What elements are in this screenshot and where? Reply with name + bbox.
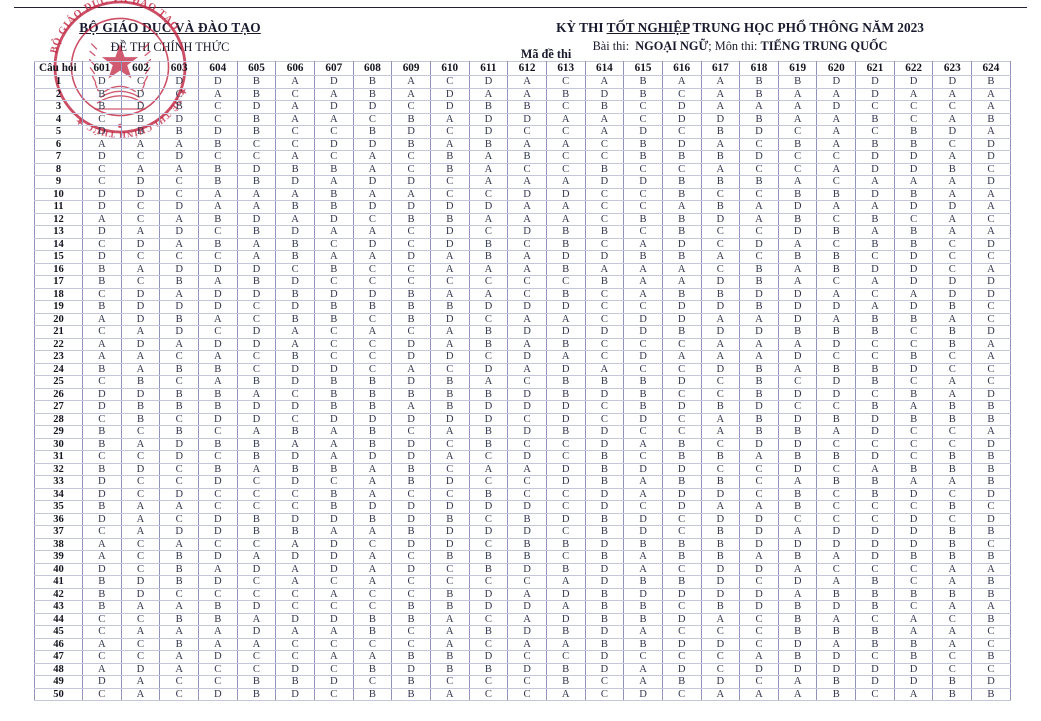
svg-text:BỘ GIÁO DỤC VÀ ĐÀO TẠO: BỘ GIÁO DỤC VÀ ĐÀO TẠO [48,0,180,55]
